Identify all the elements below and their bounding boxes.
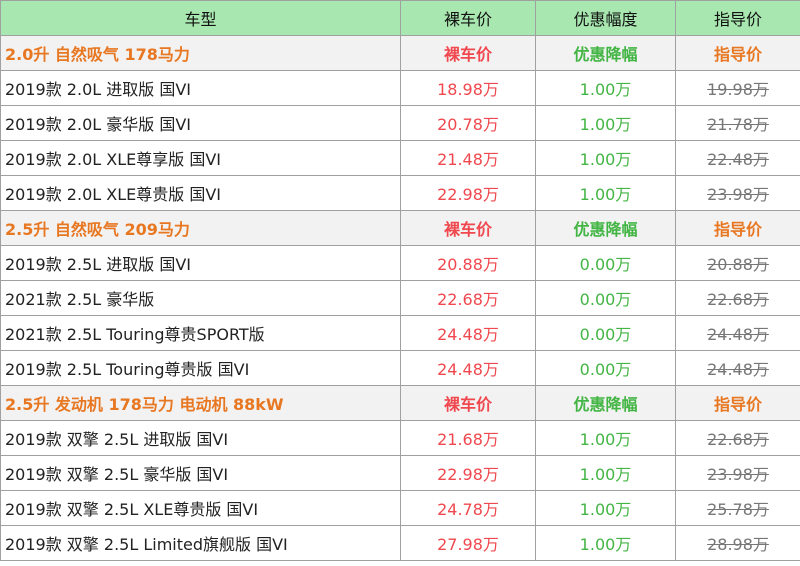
price-cell: 20.88万 bbox=[400, 245, 536, 281]
model-cell: 2019款 2.0L XLE尊享版 国VI bbox=[0, 140, 401, 176]
discount-cell: 1.00万 bbox=[535, 105, 676, 141]
table-row: 2019款 双擎 2.5L Limited旗舰版 国VI 27.98万 1.00… bbox=[0, 525, 800, 561]
guide-price-cell: 25.78万 bbox=[675, 490, 800, 526]
table-row: 2019款 双擎 2.5L XLE尊贵版 国VI 24.78万 1.00万 25… bbox=[0, 490, 800, 526]
discount-cell: 1.00万 bbox=[535, 420, 676, 456]
discount-cell: 1.00万 bbox=[535, 140, 676, 176]
section-title: 2.5升 发动机 178马力 电动机 88kW bbox=[0, 385, 401, 421]
section-guide-label: 指导价 bbox=[675, 385, 800, 421]
price-cell: 22.98万 bbox=[400, 175, 536, 211]
guide-price-cell: 22.68万 bbox=[675, 280, 800, 316]
model-cell: 2019款 2.0L 进取版 国VI bbox=[0, 70, 401, 106]
price-cell: 27.98万 bbox=[400, 525, 536, 561]
guide-price-cell: 19.98万 bbox=[675, 70, 800, 106]
table-header-row: 车型 裸车价 优惠幅度 指导价 bbox=[0, 0, 800, 36]
price-cell: 24.48万 bbox=[400, 315, 536, 351]
model-cell: 2019款 双擎 2.5L XLE尊贵版 国VI bbox=[0, 490, 401, 526]
guide-price-cell: 23.98万 bbox=[675, 455, 800, 491]
guide-price-cell: 20.88万 bbox=[675, 245, 800, 281]
discount-cell: 0.00万 bbox=[535, 350, 676, 386]
guide-price-cell: 24.48万 bbox=[675, 315, 800, 351]
model-cell: 2019款 双擎 2.5L 豪华版 国VI bbox=[0, 455, 401, 491]
table-row: 2019款 2.0L 进取版 国VI 18.98万 1.00万 19.98万 bbox=[0, 70, 800, 106]
model-cell: 2019款 双擎 2.5L 进取版 国VI bbox=[0, 420, 401, 456]
section-price-label: 裸车价 bbox=[400, 210, 536, 246]
discount-cell: 1.00万 bbox=[535, 455, 676, 491]
model-cell: 2019款 2.0L XLE尊贵版 国VI bbox=[0, 175, 401, 211]
section-header-row: 2.5升 自然吸气 209马力 裸车价 优惠降幅 指导价 bbox=[0, 210, 800, 246]
section-price-label: 裸车价 bbox=[400, 35, 536, 71]
table-row: 2019款 2.0L XLE尊贵版 国VI 22.98万 1.00万 23.98… bbox=[0, 175, 800, 211]
model-cell: 2019款 2.5L Touring尊贵版 国VI bbox=[0, 350, 401, 386]
guide-price-cell: 21.78万 bbox=[675, 105, 800, 141]
price-cell: 20.78万 bbox=[400, 105, 536, 141]
header-price: 裸车价 bbox=[400, 0, 536, 36]
model-cell: 2021款 2.5L Touring尊贵SPORT版 bbox=[0, 315, 401, 351]
model-cell: 2019款 双擎 2.5L Limited旗舰版 国VI bbox=[0, 525, 401, 561]
section-title: 2.0升 自然吸气 178马力 bbox=[0, 35, 401, 71]
guide-price-cell: 22.68万 bbox=[675, 420, 800, 456]
guide-price-cell: 24.48万 bbox=[675, 350, 800, 386]
table-row: 2019款 2.0L 豪华版 国VI 20.78万 1.00万 21.78万 bbox=[0, 105, 800, 141]
table-row: 2019款 2.5L 进取版 国VI 20.88万 0.00万 20.88万 bbox=[0, 245, 800, 281]
price-cell: 21.48万 bbox=[400, 140, 536, 176]
section-discount-label: 优惠降幅 bbox=[535, 210, 676, 246]
section-header-row: 2.5升 发动机 178马力 电动机 88kW 裸车价 优惠降幅 指导价 bbox=[0, 385, 800, 421]
discount-cell: 1.00万 bbox=[535, 70, 676, 106]
discount-cell: 1.00万 bbox=[535, 490, 676, 526]
section-title: 2.5升 自然吸气 209马力 bbox=[0, 210, 401, 246]
table-row: 2019款 2.0L XLE尊享版 国VI 21.48万 1.00万 22.48… bbox=[0, 140, 800, 176]
price-cell: 22.68万 bbox=[400, 280, 536, 316]
model-cell: 2019款 2.5L 进取版 国VI bbox=[0, 245, 401, 281]
price-cell: 22.98万 bbox=[400, 455, 536, 491]
header-guide-price: 指导价 bbox=[675, 0, 800, 36]
price-cell: 24.48万 bbox=[400, 350, 536, 386]
price-cell: 24.78万 bbox=[400, 490, 536, 526]
discount-cell: 0.00万 bbox=[535, 315, 676, 351]
table-row: 2019款 双擎 2.5L 豪华版 国VI 22.98万 1.00万 23.98… bbox=[0, 455, 800, 491]
section-guide-label: 指导价 bbox=[675, 210, 800, 246]
section-discount-label: 优惠降幅 bbox=[535, 35, 676, 71]
guide-price-cell: 22.48万 bbox=[675, 140, 800, 176]
price-cell: 18.98万 bbox=[400, 70, 536, 106]
guide-price-cell: 23.98万 bbox=[675, 175, 800, 211]
table-row: 2019款 2.5L Touring尊贵版 国VI 24.48万 0.00万 2… bbox=[0, 350, 800, 386]
section-guide-label: 指导价 bbox=[675, 35, 800, 71]
section-discount-label: 优惠降幅 bbox=[535, 385, 676, 421]
section-header-row: 2.0升 自然吸气 178马力 裸车价 优惠降幅 指导价 bbox=[0, 35, 800, 71]
header-discount: 优惠幅度 bbox=[535, 0, 676, 36]
table-row: 2019款 双擎 2.5L 进取版 国VI 21.68万 1.00万 22.68… bbox=[0, 420, 800, 456]
table-row: 2021款 2.5L 豪华版 22.68万 0.00万 22.68万 bbox=[0, 280, 800, 316]
table-row: 2021款 2.5L Touring尊贵SPORT版 24.48万 0.00万 … bbox=[0, 315, 800, 351]
model-cell: 2021款 2.5L 豪华版 bbox=[0, 280, 401, 316]
section-price-label: 裸车价 bbox=[400, 385, 536, 421]
discount-cell: 0.00万 bbox=[535, 245, 676, 281]
price-cell: 21.68万 bbox=[400, 420, 536, 456]
model-cell: 2019款 2.0L 豪华版 国VI bbox=[0, 105, 401, 141]
discount-cell: 1.00万 bbox=[535, 525, 676, 561]
discount-cell: 1.00万 bbox=[535, 175, 676, 211]
guide-price-cell: 28.98万 bbox=[675, 525, 800, 561]
discount-cell: 0.00万 bbox=[535, 280, 676, 316]
header-model: 车型 bbox=[0, 0, 401, 36]
